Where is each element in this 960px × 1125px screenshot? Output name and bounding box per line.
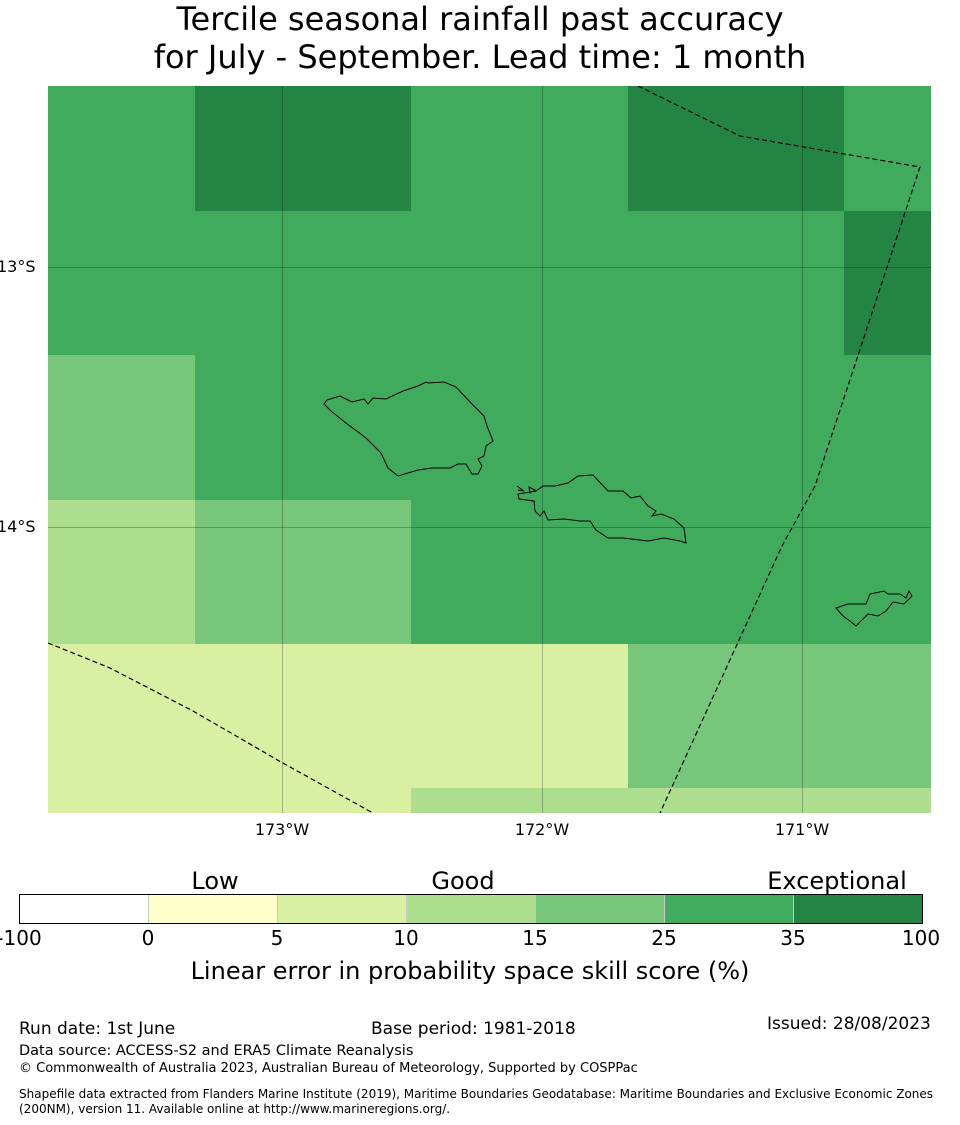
base-period: Base period: 1981-2018: [371, 1019, 576, 1039]
grid-cell: [48, 644, 195, 788]
island-tutuila: [835, 589, 913, 627]
grid-cell: [195, 355, 411, 500]
skill-map: [48, 86, 931, 813]
lon-tick-172w: 172°W: [514, 820, 570, 839]
colorbar-tick: -100: [0, 926, 42, 950]
colorbar-tick: 25: [651, 926, 677, 950]
grid-cell: [844, 86, 931, 211]
grid-cell: [411, 211, 628, 355]
grid-cell: [844, 644, 931, 788]
colorbar-label: Linear error in probability space skill …: [190, 957, 750, 985]
colorbar-segment: [148, 895, 277, 923]
map-overlay: [48, 86, 921, 813]
boundary-east: [637, 86, 921, 813]
island-upolu: [516, 474, 687, 544]
grid-cell: [411, 788, 628, 813]
legend-category-good: Good: [431, 867, 495, 895]
grid-cell: [628, 211, 844, 355]
island-savaii: [323, 381, 494, 477]
colorbar-tick: 5: [270, 926, 284, 950]
grid-cell: [48, 788, 195, 813]
colorbar-tick: 10: [393, 926, 419, 950]
grid-cell: [48, 355, 195, 500]
boundary-southwest: [48, 642, 374, 813]
grid-cell: [195, 211, 411, 355]
grid-cell: [195, 500, 411, 644]
copyright: © Commonwealth of Australia 2023, Austra…: [19, 1061, 638, 1076]
colorbar-segment: [664, 895, 793, 923]
lon-tick-173w: 173°W: [254, 820, 310, 839]
shapefile-credit-line-2: (200NM), version 11. Available online at…: [19, 1102, 451, 1116]
grid-cell: [628, 86, 844, 211]
title-line-1: Tercile seasonal rainfall past accuracy: [176, 0, 784, 38]
data-source: Data source: ACCESS-S2 and ERA5 Climate …: [19, 1043, 414, 1059]
title-line-2: for July - September. Lead time: 1 month: [153, 38, 807, 76]
grid-cell: [844, 211, 931, 355]
grid-cell: [48, 500, 195, 644]
grid-cell: [195, 788, 411, 813]
colorbar-tick: 0: [141, 926, 155, 950]
colorbar-segment: [20, 895, 148, 923]
grid-cell: [628, 788, 844, 813]
legend-category-exceptional: Exceptional: [767, 867, 907, 895]
grid-cell: [844, 788, 931, 813]
colorbar-segment: [793, 895, 922, 923]
grid-cell: [411, 355, 628, 500]
colorbar-tick: 100: [901, 926, 941, 950]
parallel-line: [48, 527, 931, 528]
meridian-line: [542, 86, 543, 813]
colorbar: [19, 894, 923, 924]
lat-tick-13s: 13°S: [0, 257, 36, 276]
issued-date: Issued: 28/08/2023: [767, 1014, 931, 1034]
meridian-line: [802, 86, 803, 813]
colorbar-tick: 15: [522, 926, 548, 950]
colorbar-segment: [535, 895, 664, 923]
grid-cell: [628, 644, 844, 788]
colorbar-segment: [277, 895, 406, 923]
grid-cell: [411, 644, 628, 788]
grid-cell: [48, 86, 195, 211]
meridian-line: [282, 86, 283, 813]
grid-cell: [844, 500, 931, 644]
grid-cell: [844, 355, 931, 500]
parallel-line: [48, 267, 931, 268]
grid-cell: [628, 355, 844, 500]
run-date: Run date: 1st June: [19, 1019, 176, 1039]
grid-cell: [195, 644, 411, 788]
map-title: Tercile seasonal rainfall past accuracy …: [0, 0, 960, 76]
grid-cell: [628, 500, 844, 644]
grid-cell: [48, 211, 195, 355]
lon-tick-171w: 171°W: [774, 820, 830, 839]
grid-cell: [195, 86, 411, 211]
lat-tick-14s: 14°S: [0, 517, 36, 536]
colorbar-segment: [406, 895, 535, 923]
shapefile-credit-line-1: Shapefile data extracted from Flanders M…: [19, 1087, 934, 1101]
colorbar-tick: 35: [780, 926, 806, 950]
legend-category-low: Low: [191, 867, 239, 895]
grid-cell: [411, 86, 628, 211]
